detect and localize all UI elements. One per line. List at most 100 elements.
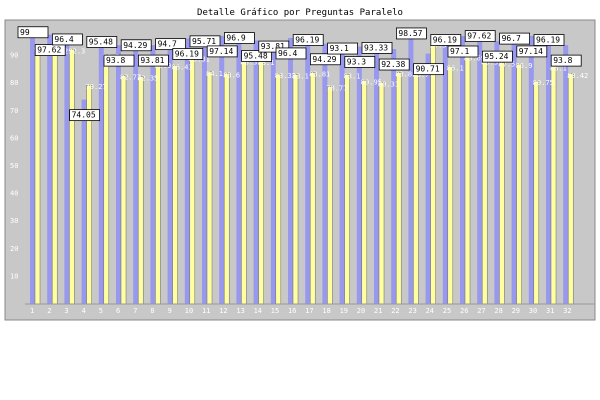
x-tick-label: 32 xyxy=(563,307,571,315)
bar-series-a xyxy=(150,45,156,304)
value-box-series-a xyxy=(344,56,376,68)
x-tick-label: 17 xyxy=(305,307,313,315)
value-label-series-b: 86.1 xyxy=(550,64,567,72)
bar-series-b xyxy=(223,73,230,305)
value-label-series-a: 93.8 xyxy=(106,56,125,65)
x-tick-label: 6 xyxy=(116,307,120,315)
bar-series-a xyxy=(528,35,534,304)
x-tick-label: 11 xyxy=(202,307,210,315)
x-tick-label: 15 xyxy=(271,307,279,315)
x-tick-label: 19 xyxy=(340,307,348,315)
bar-series-b xyxy=(447,66,454,305)
value-box-series-a xyxy=(481,50,513,63)
x-tick-label: 24 xyxy=(426,307,434,315)
x-tick-label: 1 xyxy=(30,307,34,315)
bar-series-b xyxy=(378,82,385,305)
value-label-series-a: 96.19 xyxy=(433,36,457,45)
bar-series-a xyxy=(477,34,483,305)
value-label-series-b: 92.3 xyxy=(68,47,85,55)
bar-series-b xyxy=(309,72,316,305)
x-tick-label: 31 xyxy=(546,307,554,315)
y-tick-label: 80 xyxy=(10,79,18,87)
value-box-series-a xyxy=(516,45,548,58)
value-label-series-a: 95.48 xyxy=(89,37,113,46)
value-label-series-a: 93.81 xyxy=(140,56,164,65)
value-label-series-a: 97.62 xyxy=(467,32,491,41)
bar-series-b xyxy=(137,76,144,305)
x-tick-label: 13 xyxy=(236,307,244,315)
value-box-series-a xyxy=(292,34,324,46)
bar-series-a xyxy=(442,38,448,305)
value-box-series-a xyxy=(137,54,169,67)
value-box-series-a xyxy=(172,48,204,60)
value-box-series-a xyxy=(69,109,100,122)
value-label-series-a: 96.9 xyxy=(226,34,245,43)
bar-series-b xyxy=(395,72,402,305)
bar-series-b xyxy=(464,56,471,305)
bar-series-b xyxy=(34,47,41,305)
bar-series-a xyxy=(116,45,121,304)
y-tick-label: 30 xyxy=(10,217,18,225)
x-tick-label: 8 xyxy=(150,307,154,315)
y-tick-label: 10 xyxy=(10,272,18,280)
y-tick-label: 20 xyxy=(10,245,18,253)
value-box-series-a xyxy=(464,30,496,42)
value-label-series-a: 93.81 xyxy=(261,42,285,51)
bar-series-a xyxy=(322,43,328,304)
x-axis-labels: 1 2 3 4 5 6 7 8 9 10 11 12 13 14 15 16 17 18 19 20 21 22 23 24 2… xyxy=(30,307,572,315)
x-tick-label: 30 xyxy=(529,307,537,315)
bar-series-b xyxy=(327,86,333,305)
bar-series-a xyxy=(64,37,70,304)
x-tick-label: 21 xyxy=(374,307,382,315)
bar-series-b xyxy=(344,74,350,305)
bar-series-a xyxy=(47,34,53,305)
bar-series-b xyxy=(516,63,522,305)
bar-series-b xyxy=(103,54,110,305)
bar-series-a xyxy=(202,39,207,305)
value-box-series-a xyxy=(327,42,359,55)
chart-title: Detalle Gráfico por Preguntas Paralelo xyxy=(197,8,403,18)
bar-series-b xyxy=(292,74,299,305)
value-label-series-b: 83.8 xyxy=(395,71,412,79)
bar-series-b xyxy=(533,80,540,305)
bar-series-b xyxy=(69,49,75,305)
bar-series-a xyxy=(425,53,431,305)
value-box-series-a xyxy=(550,54,582,67)
value-box-series-a xyxy=(258,40,290,53)
x-tick-label: 22 xyxy=(391,307,399,315)
x-tick-label: 5 xyxy=(99,307,103,315)
value-label-series-a: 96.4 xyxy=(278,49,297,58)
y-tick-label: 50 xyxy=(10,162,18,170)
value-label-series-a: 93.8 xyxy=(553,56,572,65)
bar-series-b xyxy=(481,60,488,305)
x-tick-label: 7 xyxy=(133,307,137,315)
value-labels: 92.892.292.379.2790.382.7782.3586.986.43… xyxy=(17,26,588,122)
value-label-series-a: 93.1 xyxy=(330,44,349,53)
value-label-series-a: 99 xyxy=(20,28,30,37)
x-tick-label: 29 xyxy=(512,307,520,315)
bar-series-b xyxy=(567,73,574,305)
value-box-series-a xyxy=(378,58,410,71)
value-box-series-a xyxy=(155,38,187,51)
value-box-series-a xyxy=(52,33,83,46)
value-label-series-a: 97.14 xyxy=(519,47,543,56)
x-tick-label: 10 xyxy=(185,307,193,315)
value-box-series-a xyxy=(120,39,152,52)
value-box-series-a xyxy=(430,34,462,46)
value-label-series-b: 86.1 xyxy=(447,64,464,72)
bar-series-b xyxy=(172,65,178,305)
value-label-series-a: 92.38 xyxy=(381,60,405,69)
bar-series-b xyxy=(413,72,419,305)
value-box-series-a xyxy=(413,63,445,76)
y-axis-ticks: 10 20 30 40 50 60 70 80 90 xyxy=(10,52,18,281)
bar-series-a xyxy=(270,45,276,304)
value-label-series-a: 74.05 xyxy=(72,111,96,120)
value-label-series-a: 96.19 xyxy=(175,50,199,59)
value-label-series-a: 98.57 xyxy=(398,29,422,38)
value-label-series-b: 86.43 xyxy=(172,63,193,71)
value-box-series-a xyxy=(499,32,531,45)
value-box-series-a xyxy=(395,27,427,40)
value-label-series-b: 88.3 xyxy=(240,58,257,66)
value-label-series-b: 80.31 xyxy=(378,80,399,88)
bars xyxy=(30,30,574,305)
